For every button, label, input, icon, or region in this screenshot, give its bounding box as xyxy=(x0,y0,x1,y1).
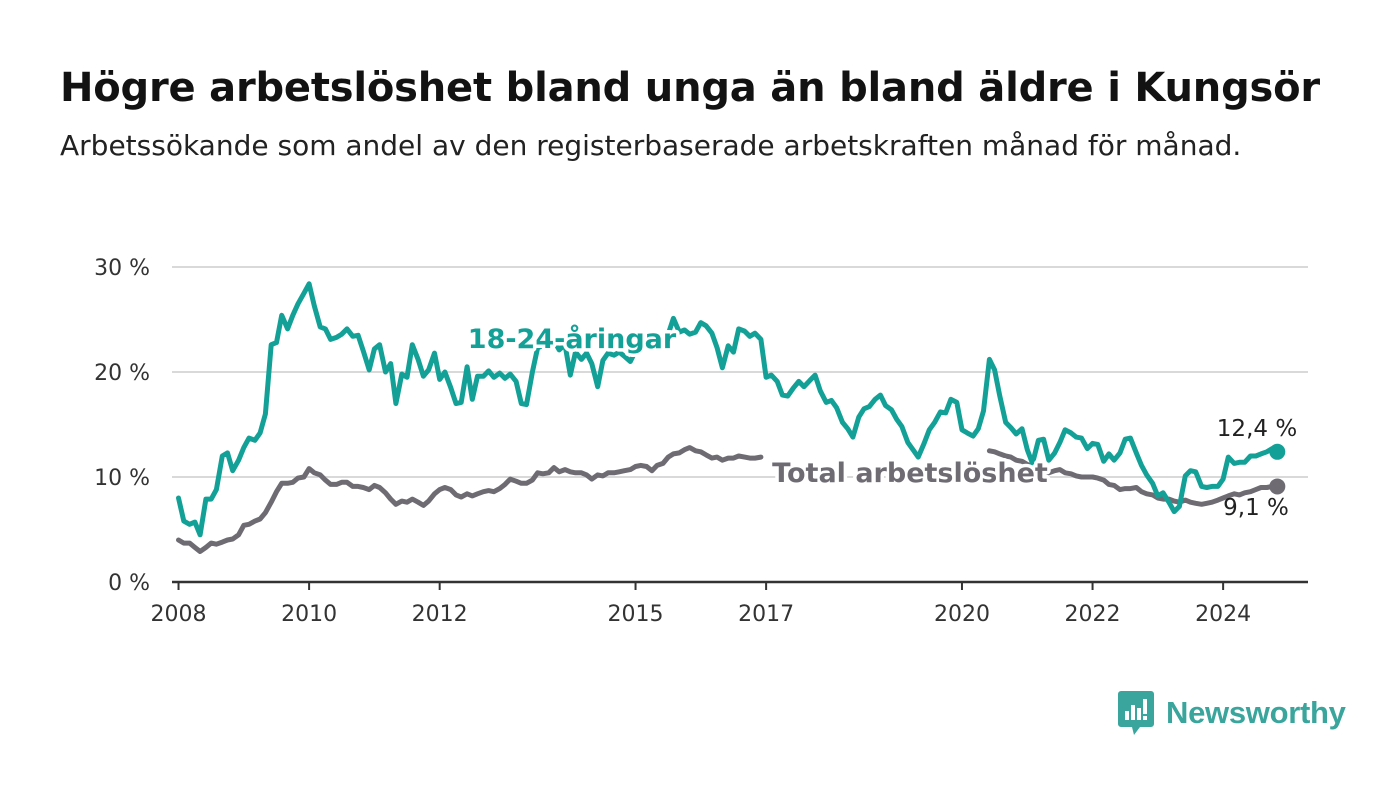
series-label-youth: 18-24-åringar xyxy=(468,323,677,355)
series-line-total-part-0 xyxy=(176,445,764,554)
x-tick-label: 2020 xyxy=(934,602,990,627)
newsworthy-brand: Newsworthy xyxy=(1118,690,1346,736)
series-lines xyxy=(176,281,1286,554)
x-tick-label: 2022 xyxy=(1065,602,1121,627)
chart-subtitle: Arbetssökande som andel av den registerb… xyxy=(60,129,1242,162)
grid-lines xyxy=(172,266,1308,584)
x-tick-label: 2012 xyxy=(412,602,468,627)
end-value-label-total: 9,1 % xyxy=(1223,495,1289,521)
end-point-youth xyxy=(1269,443,1286,460)
x-tick-label: 2008 xyxy=(151,602,207,627)
x-tick-label: 2024 xyxy=(1195,602,1251,627)
y-tick-label: 30 % xyxy=(94,256,150,281)
end-point-total xyxy=(1269,478,1286,495)
y-tick-label: 10 % xyxy=(94,466,150,491)
x-tick-label: 2017 xyxy=(738,602,794,627)
x-tick-label: 2010 xyxy=(281,602,337,627)
x-axis-ticks: 2008 2010 2012 2015 2017 2020 2022 2024 xyxy=(151,582,1251,627)
series-labels: 18-24-åringar Total arbetslöshet 12,4 % … xyxy=(464,320,1297,522)
x-tick-label: 2015 xyxy=(608,602,664,627)
series-label-total: Total arbetslöshet xyxy=(772,458,1048,489)
y-tick-label: 20 % xyxy=(94,361,150,386)
brand-name: Newsworthy xyxy=(1166,695,1346,730)
newsworthy-logo-icon xyxy=(1118,691,1154,735)
chart-title: Högre arbetslöshet bland unga än bland ä… xyxy=(60,65,1320,111)
end-value-label-youth: 12,4 % xyxy=(1217,416,1297,442)
y-axis-tick-labels: 0 % 10 % 20 % 30 % xyxy=(94,256,150,596)
y-tick-label: 0 % xyxy=(108,571,150,596)
series-line-total-part-1 xyxy=(986,448,1280,507)
series-line-youth xyxy=(176,281,1280,538)
